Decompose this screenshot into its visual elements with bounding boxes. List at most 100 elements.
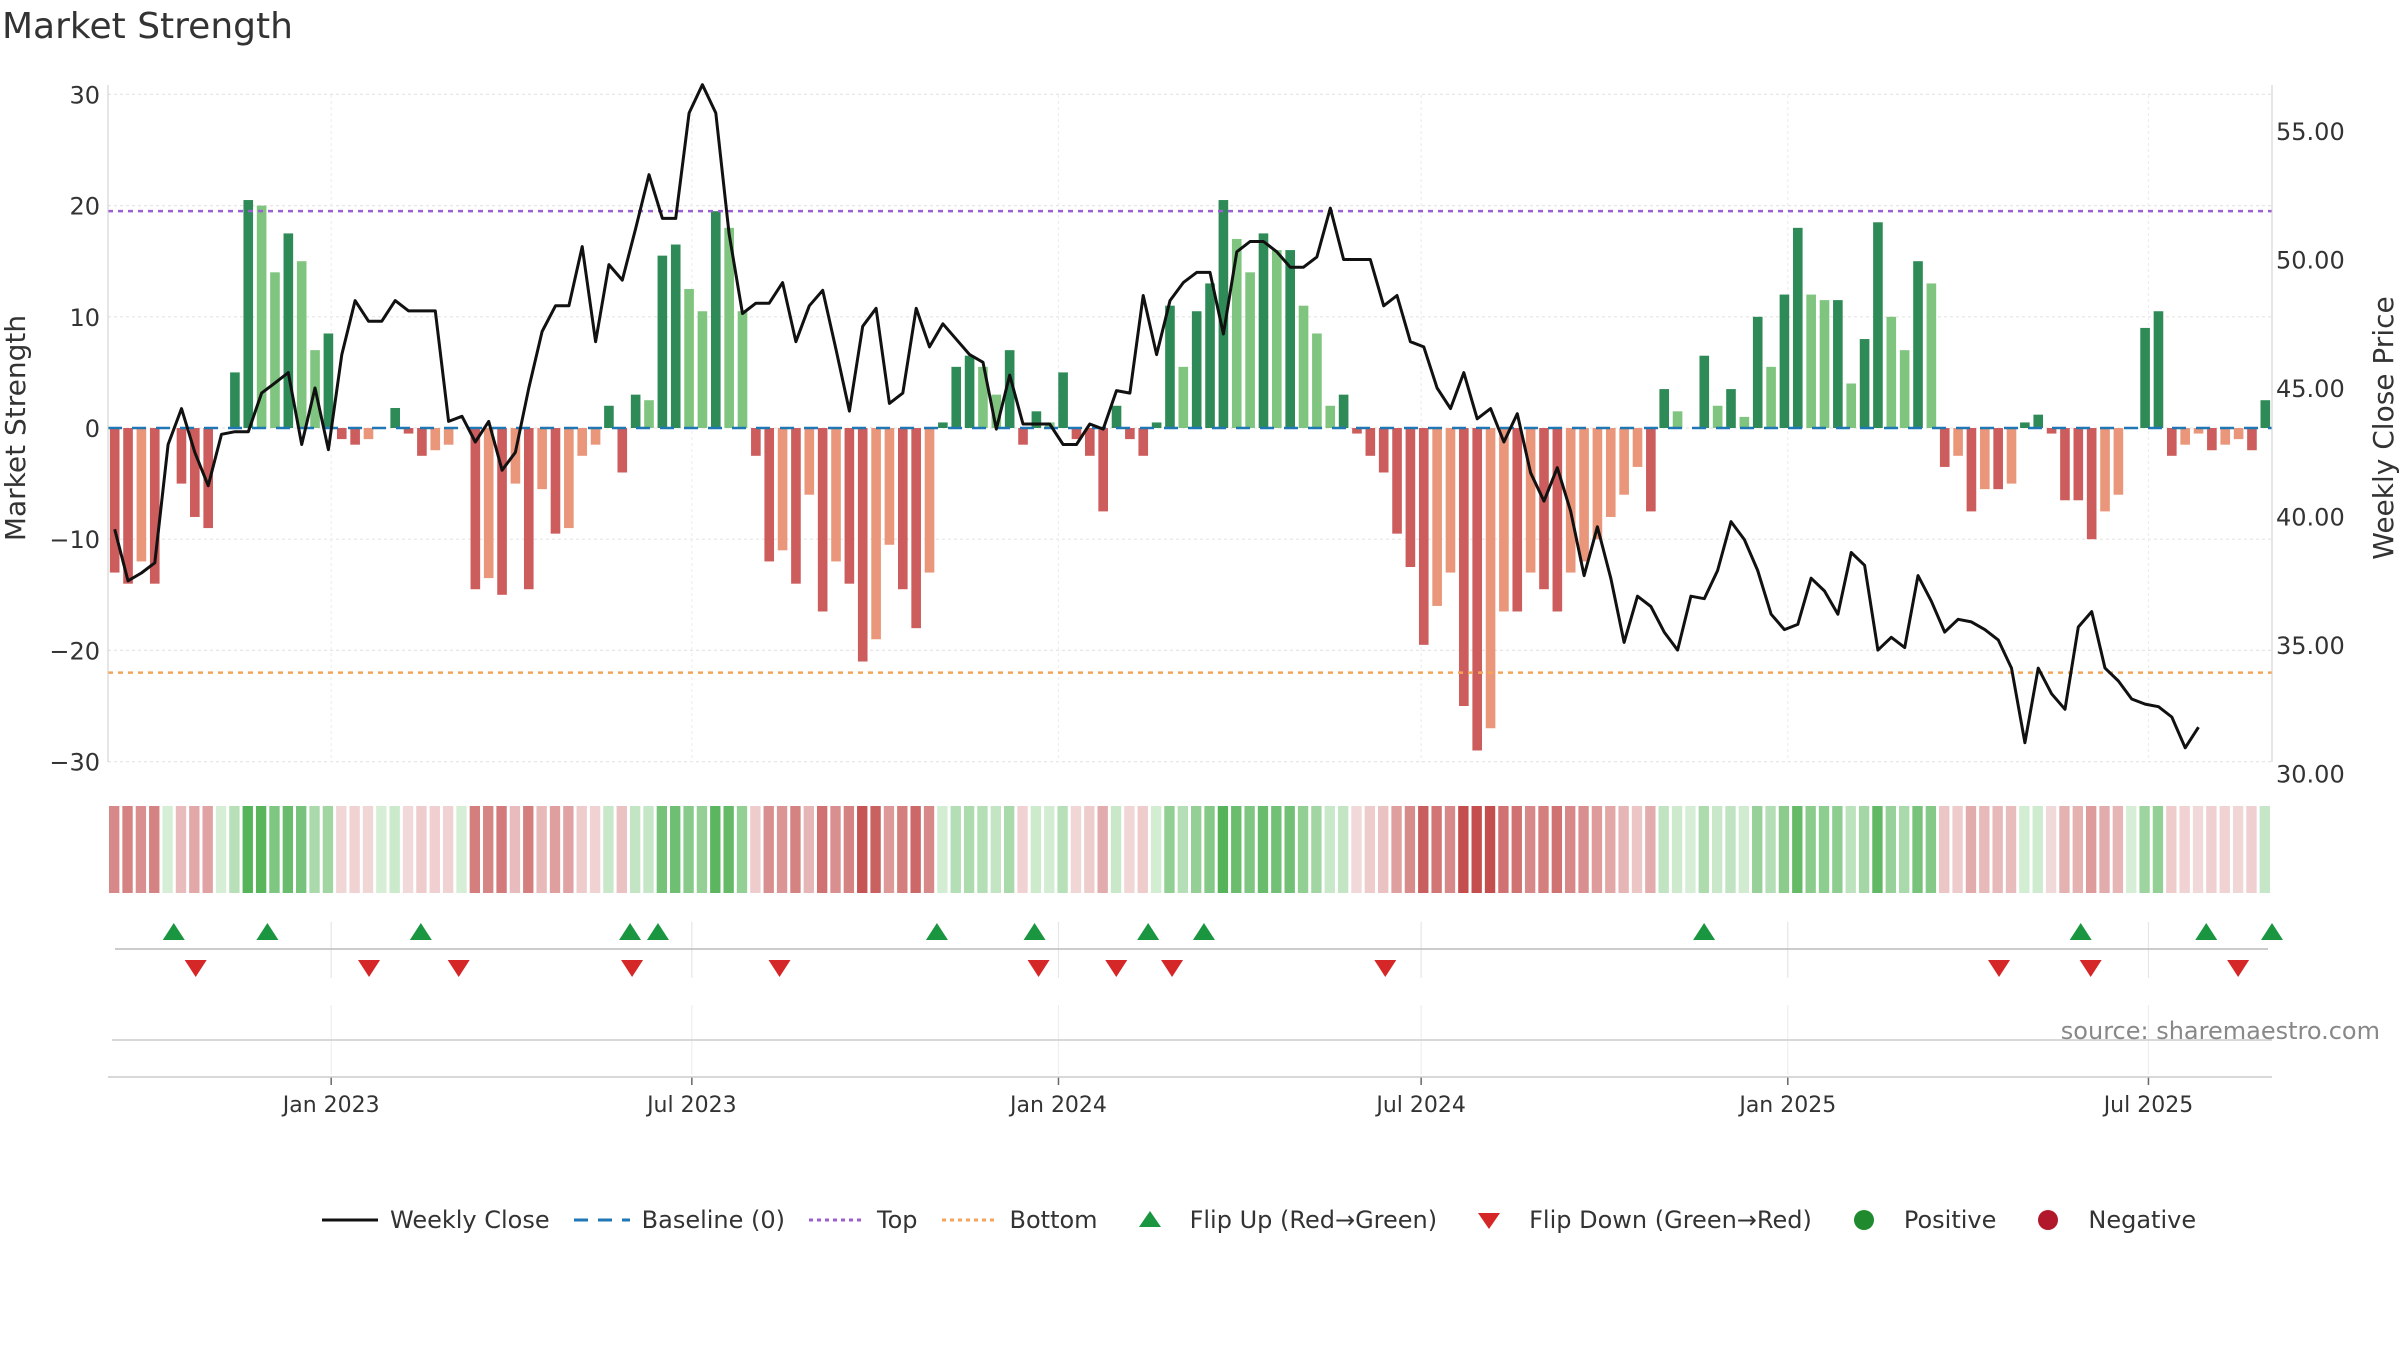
heat-cell xyxy=(1832,806,1843,893)
strength-bar xyxy=(283,233,294,428)
heat-cell xyxy=(2045,806,2057,893)
strength-bar xyxy=(630,394,641,428)
heat-cell xyxy=(1765,806,1776,893)
legend-swatch xyxy=(941,1218,998,1222)
heat-cell xyxy=(1725,806,1736,893)
legend-swatch xyxy=(2038,1210,2059,1230)
strength-bar xyxy=(190,428,200,517)
grid-layer xyxy=(108,93,2272,1075)
heat-cell xyxy=(776,806,788,893)
legend-swatch xyxy=(809,1218,866,1222)
legend-item: Flip Down (Green→Red) xyxy=(1459,1206,1812,1234)
heat-cell xyxy=(1057,806,1068,893)
heat-cell xyxy=(1084,806,1095,893)
flip-down-marker xyxy=(184,960,207,977)
y-right-tick-label: 55.00 xyxy=(2276,118,2345,146)
legend-label: Positive xyxy=(1903,1206,1997,1234)
strength-bar xyxy=(470,428,481,590)
heat-cell xyxy=(1845,806,1856,893)
heat-cell xyxy=(149,806,160,893)
strength-bar xyxy=(149,428,160,584)
heat-cell xyxy=(1204,806,1215,893)
heat-cell xyxy=(1698,806,1709,893)
heat-cell xyxy=(1618,806,1629,893)
strength-bar xyxy=(710,211,721,428)
heat-cell xyxy=(1658,806,1669,893)
strength-bar xyxy=(1338,394,1349,428)
heat-cell xyxy=(483,806,494,893)
strength-bar xyxy=(243,200,254,428)
source-label: source: sharemaestro.com xyxy=(2061,1017,2380,1045)
heat-cell xyxy=(1150,806,1162,893)
strength-bar xyxy=(964,355,975,428)
legend-item: Positive xyxy=(1834,1206,1997,1234)
legend-label: Flip Down (Green→Red) xyxy=(1529,1206,1812,1234)
heat-cell xyxy=(1311,806,1322,893)
heat-cell xyxy=(215,806,227,893)
y-right-tick-label: 30.00 xyxy=(2276,761,2345,789)
strength-bar xyxy=(1806,294,1816,428)
strength-bar xyxy=(1125,428,1135,440)
flip-up-marker xyxy=(1137,923,1160,940)
strength-bar xyxy=(1726,389,1736,428)
strength-bar xyxy=(1485,428,1496,729)
heat-cell xyxy=(1858,806,1870,893)
heat-cell xyxy=(1324,806,1335,893)
strength-bar xyxy=(1712,405,1723,428)
flip-down-marker xyxy=(768,960,791,977)
strength-bar xyxy=(2060,428,2070,501)
heat-cell xyxy=(189,806,200,893)
strength-bar xyxy=(2247,428,2257,451)
y-left-tick-label: 30 xyxy=(69,81,100,109)
heat-cell xyxy=(1351,806,1362,893)
heat-cell xyxy=(1898,806,1910,893)
strength-bar xyxy=(1418,428,1429,645)
heat-cell xyxy=(603,806,614,893)
strength-bar xyxy=(590,428,601,445)
strength-bar xyxy=(296,261,307,428)
heat-strip xyxy=(109,806,2270,893)
heat-cell xyxy=(1605,806,1616,893)
strength-bar xyxy=(1405,428,1416,567)
strength-bar xyxy=(1792,227,1803,428)
strength-bar xyxy=(1833,300,1843,428)
strength-bar xyxy=(1672,411,1683,428)
heat-cell xyxy=(950,806,961,893)
heat-cell xyxy=(469,806,481,893)
strength-bar xyxy=(844,428,855,584)
heat-cell xyxy=(429,806,440,893)
strength-bar xyxy=(764,428,775,562)
strength-bar xyxy=(1258,233,1269,428)
strength-bar xyxy=(2020,422,2030,428)
heat-cell xyxy=(563,806,574,893)
legend-swatch xyxy=(573,1218,630,1222)
heat-cell xyxy=(1097,806,1108,893)
heat-cell xyxy=(736,806,748,893)
strength-bar xyxy=(537,428,547,490)
heat-cell xyxy=(2032,806,2043,893)
legend-item: Negative xyxy=(2018,1206,2196,1234)
strength-bar xyxy=(564,428,574,529)
strength-bar xyxy=(1138,428,1149,456)
heat-cell xyxy=(109,806,120,893)
strength-bar xyxy=(510,428,521,484)
legend-swatch xyxy=(1853,1210,1874,1230)
strength-bar xyxy=(270,272,280,428)
strength-bar xyxy=(323,333,334,428)
y-left-tick-label: −30 xyxy=(49,749,100,777)
strength-bar xyxy=(1819,300,1830,428)
strength-bar xyxy=(1285,250,1295,428)
heat-cell xyxy=(910,806,921,893)
heat-cell xyxy=(1524,806,1536,893)
heat-cell xyxy=(296,806,307,893)
heat-cell xyxy=(135,806,147,893)
heat-cell xyxy=(282,806,294,893)
heat-cell xyxy=(2112,806,2124,893)
strength-bar xyxy=(417,428,427,456)
triangle-down-icon xyxy=(1478,1213,1501,1229)
strength-bar xyxy=(2260,400,2271,428)
heat-cell xyxy=(1792,806,1803,893)
strength-bar xyxy=(1632,428,1643,467)
heat-cell xyxy=(402,806,414,893)
strength-bar xyxy=(1699,355,1710,428)
